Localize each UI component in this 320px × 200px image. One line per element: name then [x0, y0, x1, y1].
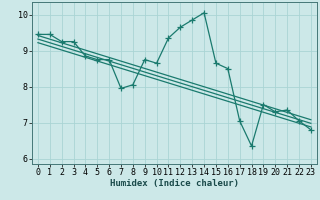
X-axis label: Humidex (Indice chaleur): Humidex (Indice chaleur) — [110, 179, 239, 188]
